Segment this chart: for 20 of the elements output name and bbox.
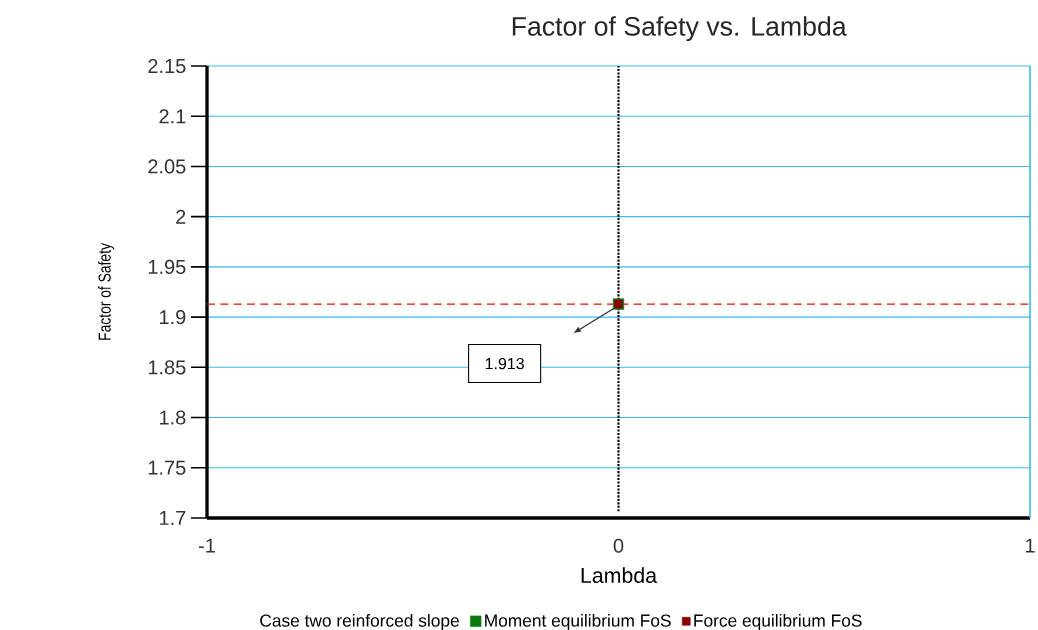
y-tick-label: 1.9 bbox=[160, 310, 186, 325]
y-tick-label: 1.8 bbox=[160, 410, 186, 425]
y-tick-label: 2.05 bbox=[148, 159, 186, 174]
y-tick-label: 2.15 bbox=[148, 58, 186, 74]
y-tick-label: 2.1 bbox=[159, 109, 186, 124]
chart-title: Factor of Safety vs. Lambda bbox=[512, 16, 847, 42]
y-tick-label: 1.7 bbox=[160, 511, 186, 525]
y-tick-label: 1.95 bbox=[148, 259, 186, 274]
x-axis-title: Lambda bbox=[581, 567, 658, 584]
legend-label: Force equilibrium FoS bbox=[694, 613, 862, 630]
x-tick-label: 0 bbox=[613, 538, 624, 553]
x-tick-label: -1 bbox=[198, 538, 215, 553]
legend-label: Moment equilibrium FoS bbox=[485, 613, 671, 630]
y-axis-title: Factor of Safety bbox=[98, 243, 115, 340]
y-tick-label: 2 bbox=[176, 209, 186, 224]
legend-title: Case two reinforced slope bbox=[260, 613, 459, 630]
y-tick-label: 1.85 bbox=[148, 360, 186, 375]
x-tick-label: 1 bbox=[1025, 538, 1035, 553]
y-tick-label: 1.75 bbox=[148, 460, 186, 475]
annotation: 1.913 bbox=[485, 357, 524, 370]
